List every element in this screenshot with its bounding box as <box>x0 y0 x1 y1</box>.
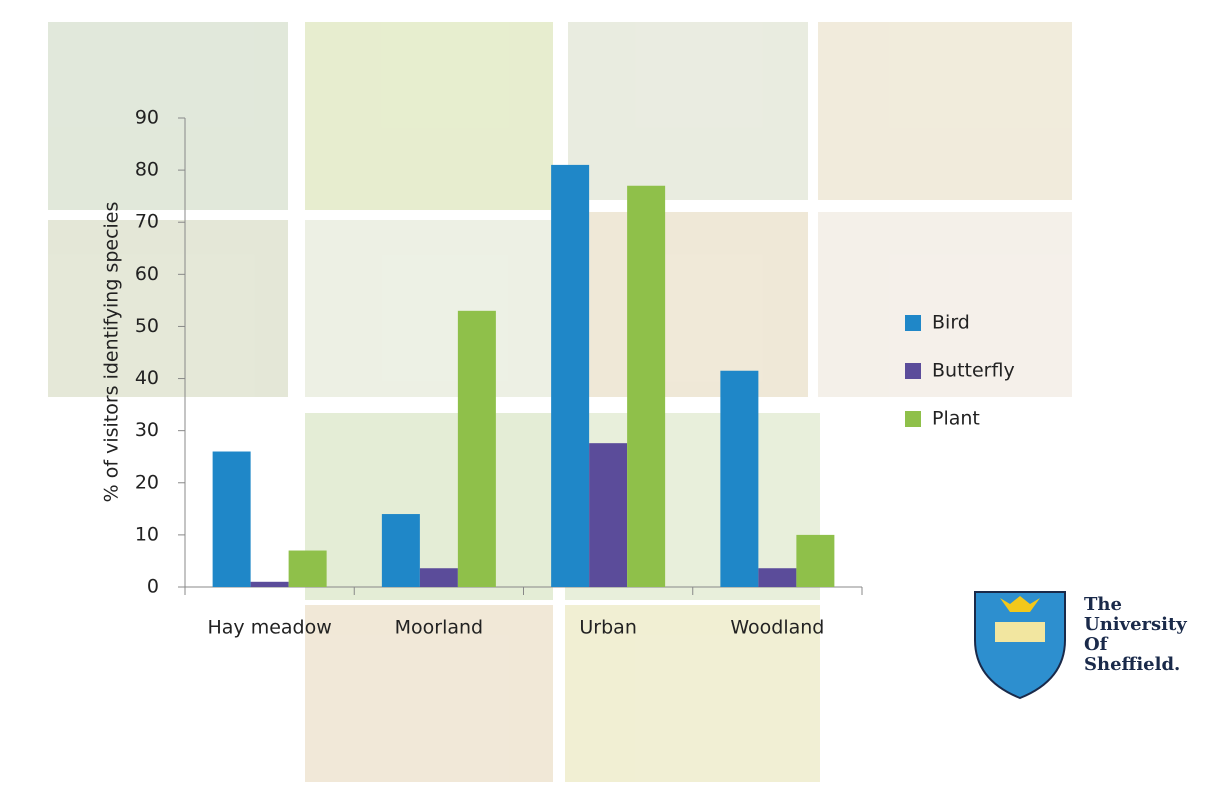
bar <box>288 550 327 587</box>
background-photos <box>48 22 1072 782</box>
photo <box>568 212 808 397</box>
y-tick-label: 80 <box>135 159 159 181</box>
photo <box>305 605 553 782</box>
bar <box>551 164 590 587</box>
bar <box>457 310 496 587</box>
y-axis-title: % of visitors identifying species <box>101 202 123 503</box>
crest-book <box>995 622 1045 642</box>
logo-text: University <box>1084 614 1187 635</box>
legend-label: Plant <box>932 408 980 430</box>
bar <box>796 534 835 587</box>
x-tick-label: Hay meadow <box>207 617 331 639</box>
y-tick-label: 90 <box>135 107 159 129</box>
logo-text: Sheffield. <box>1084 654 1180 675</box>
photo <box>818 22 1072 200</box>
legend-swatch <box>905 363 921 379</box>
bar <box>758 568 797 587</box>
legend-swatch <box>905 411 921 427</box>
bar <box>250 581 289 587</box>
bar <box>627 185 666 587</box>
bar <box>212 451 251 587</box>
bar <box>589 443 628 587</box>
logo-text: Of <box>1084 634 1109 655</box>
photo <box>565 605 820 782</box>
y-tick-label: 30 <box>135 419 159 441</box>
bar <box>720 370 759 587</box>
y-tick-label: 60 <box>135 263 159 285</box>
legend-label: Bird <box>932 312 970 334</box>
y-tick-label: 10 <box>135 523 159 545</box>
crest-shield <box>974 591 1066 700</box>
photo <box>305 220 553 397</box>
photo <box>568 22 808 200</box>
photo <box>305 22 553 210</box>
x-tick-label: Urban <box>579 617 636 639</box>
y-tick-label: 50 <box>135 315 159 337</box>
logo-text: The <box>1084 594 1122 615</box>
y-tick-label: 0 <box>147 576 159 598</box>
bar <box>419 568 458 587</box>
legend-label: Butterfly <box>932 360 1015 382</box>
y-tick-label: 20 <box>135 471 159 493</box>
crest-crown <box>1000 596 1040 612</box>
photo <box>818 212 1072 397</box>
x-tick-label: Woodland <box>730 617 824 639</box>
photo <box>48 220 288 397</box>
legend-swatch <box>905 315 921 331</box>
y-tick-label: 70 <box>135 211 159 233</box>
bar <box>381 514 420 587</box>
y-tick-label: 40 <box>135 367 159 389</box>
x-tick-label: Moorland <box>395 617 483 639</box>
photo <box>48 22 288 210</box>
